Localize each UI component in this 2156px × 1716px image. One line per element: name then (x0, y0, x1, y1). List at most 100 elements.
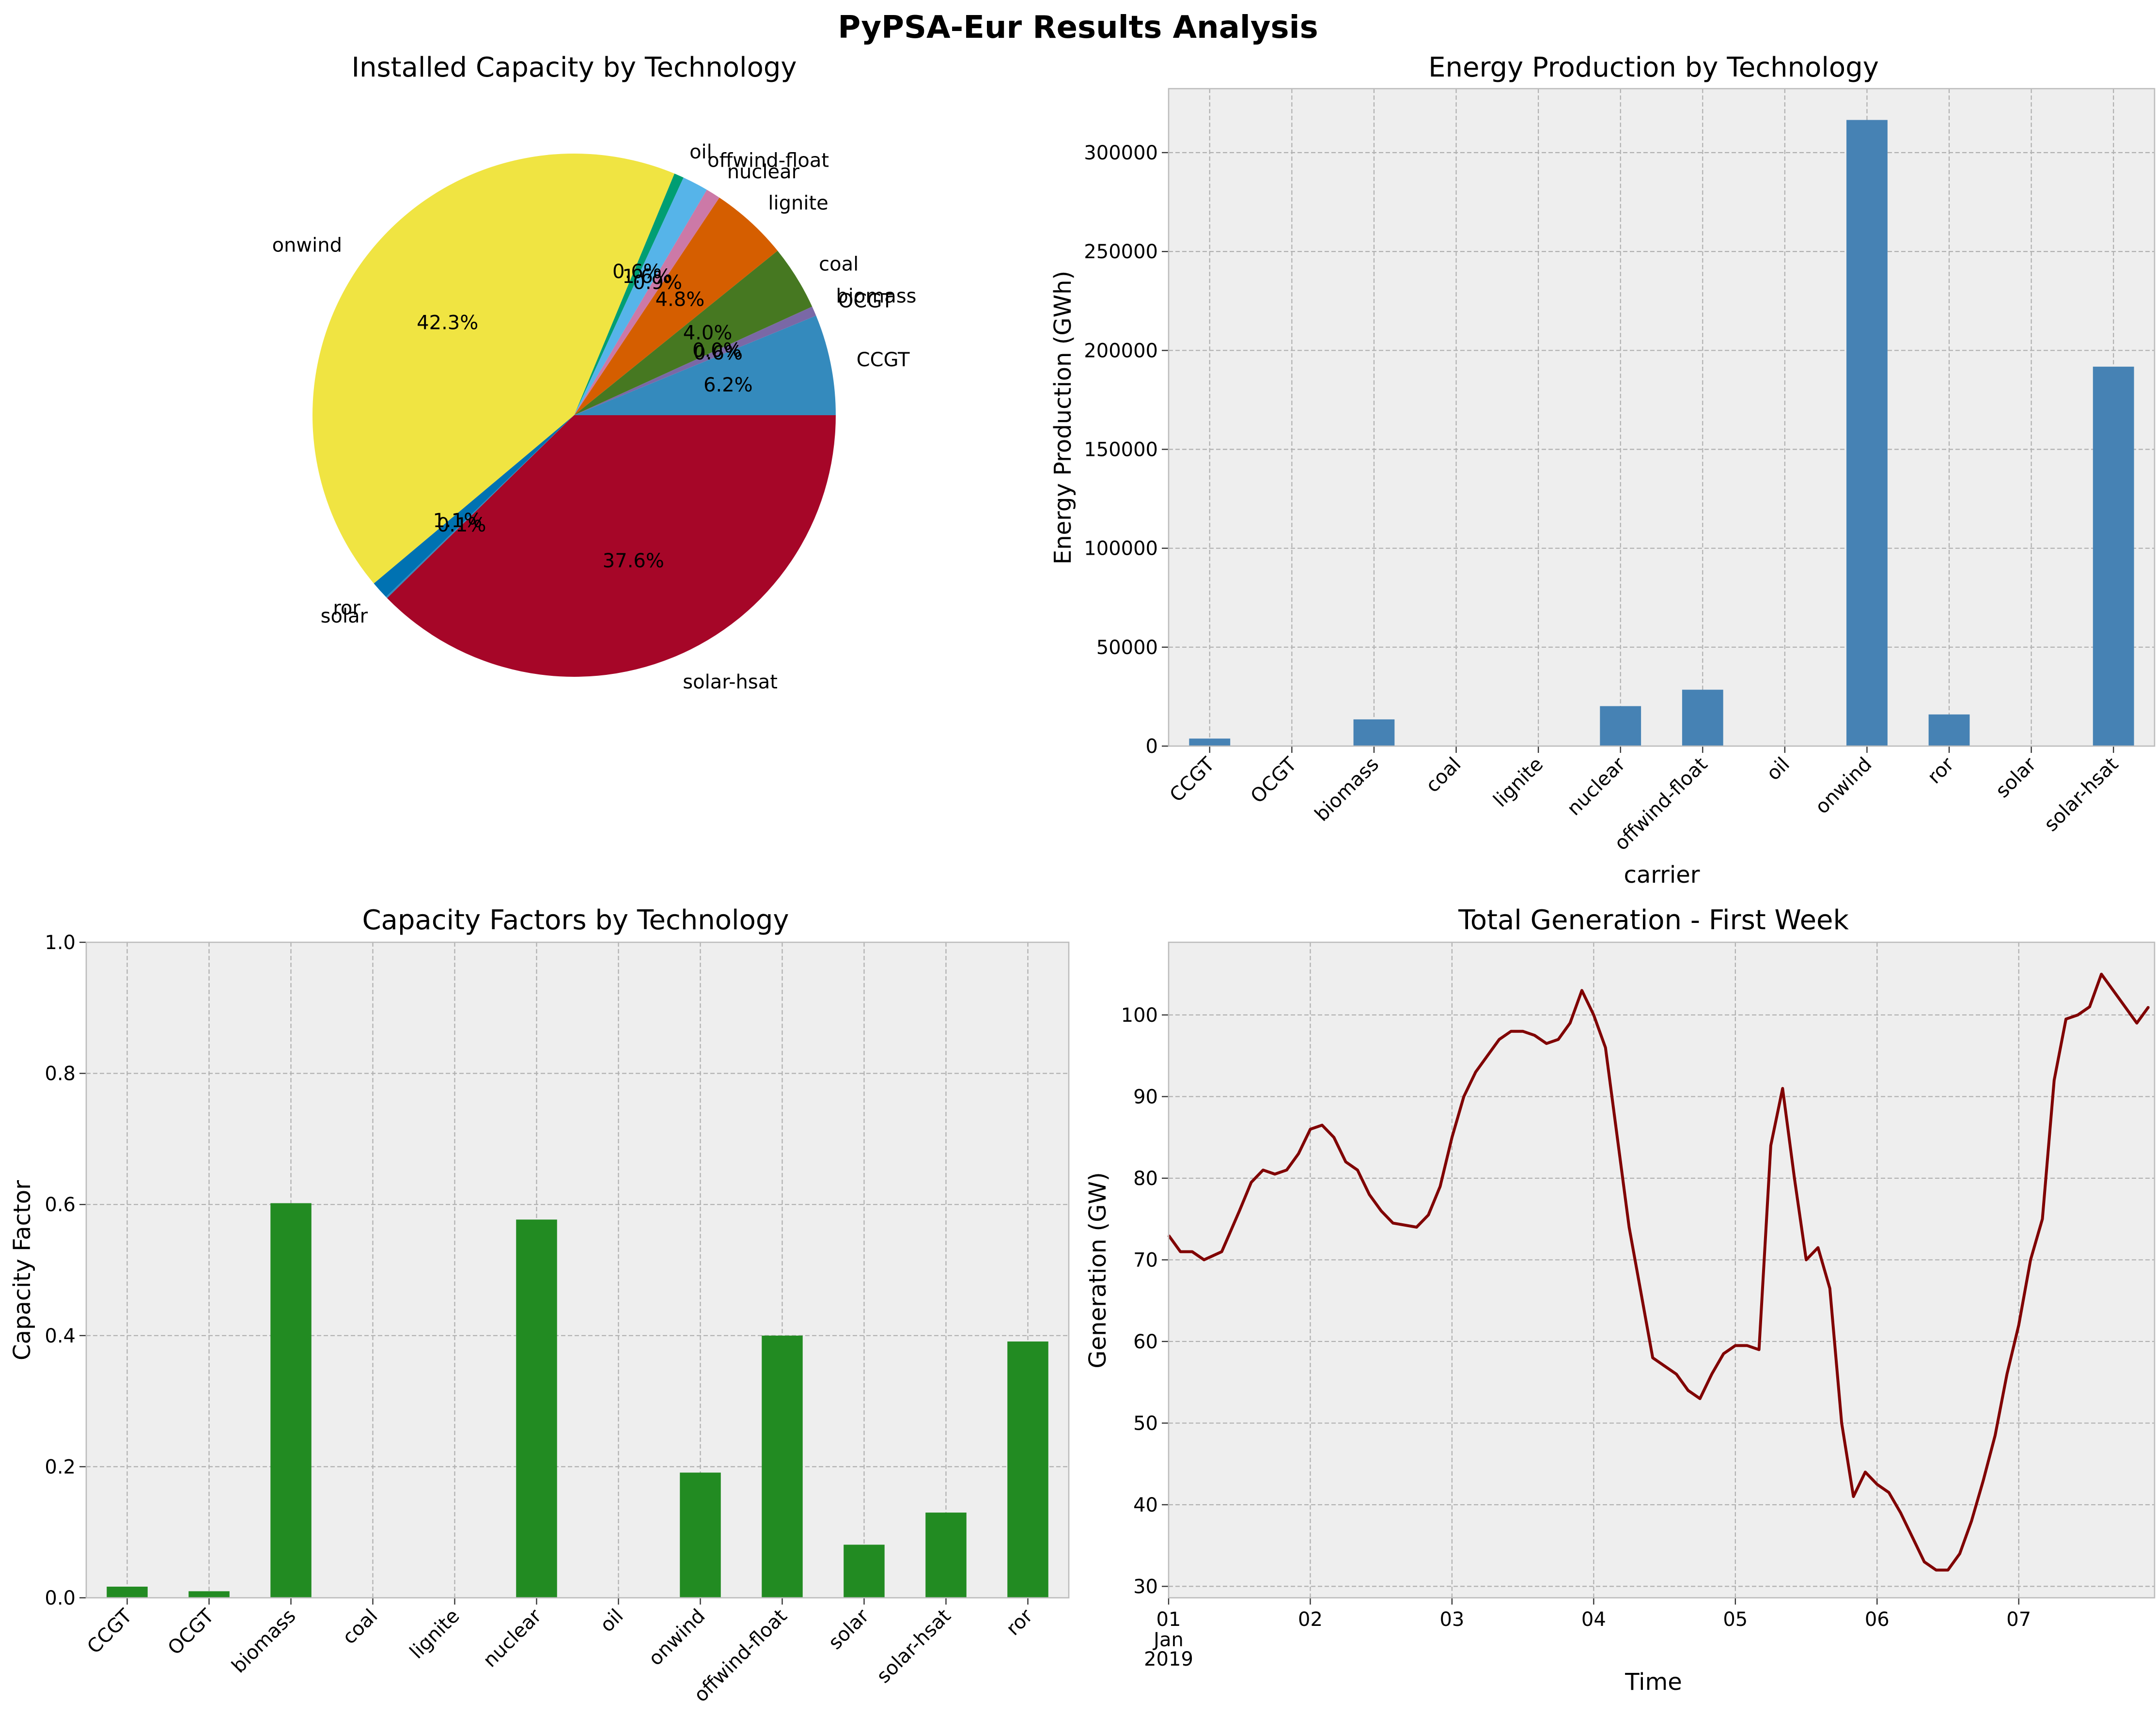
pie-pct-biomass: 0.0% (692, 339, 742, 361)
generation-point (1758, 1349, 1760, 1351)
generation-point (1250, 1181, 1252, 1183)
generation-grid (1169, 942, 2155, 1598)
generation-point (2041, 1218, 2043, 1220)
cf-ytick-label: 0.8 (45, 1063, 76, 1085)
cf-bar-ocgt (188, 1591, 230, 1598)
generation-point (1888, 1492, 1890, 1494)
pie-slices (312, 153, 836, 677)
pie-label-solar: solar (321, 605, 368, 627)
generation-point (1947, 1569, 1949, 1571)
energy-bar-ccgt (1189, 738, 1231, 746)
gen-xtick-label: 06 (1865, 1608, 1890, 1631)
generation-point (1593, 1014, 1594, 1016)
generation-point (1794, 1177, 1796, 1179)
generation-point (1935, 1569, 1937, 1571)
generation-point (1569, 1022, 1571, 1024)
generation-point (1770, 1145, 1772, 1147)
generation-point (1321, 1124, 1323, 1126)
pie-chart-panel: Installed Capacity by Technology CCGT 6.2… (272, 52, 917, 693)
generation-point (1221, 1251, 1223, 1253)
pie-label-solar-hsat: solar-hsat (683, 671, 778, 693)
generation-point (1994, 1435, 1996, 1436)
pie-label-biomass: biomass (836, 285, 916, 307)
energy-ytick-label: 150000 (1084, 438, 1158, 461)
gen-ytick-label: 100 (1121, 1004, 1158, 1027)
pie-pct-oil: 0.6% (612, 261, 662, 283)
pie-pct-coal: 4.0% (683, 322, 733, 344)
cf-bar-solar-hsat (925, 1513, 967, 1598)
generation-point (1179, 1251, 1181, 1253)
pie-slice-onwind (312, 153, 675, 584)
generation-chart-title: Total Generation - First Week (1458, 905, 1849, 936)
energy-bar-onwind (1846, 120, 1888, 747)
generation-point (1853, 1496, 1855, 1498)
energy-bars (1189, 120, 2134, 747)
pie-pct-solar: 0.1% (437, 514, 486, 536)
energy-bar-nuclear (1600, 706, 1641, 746)
generation-point (1664, 1365, 1666, 1367)
cf-bar-biomass (270, 1203, 312, 1598)
generation-point (1427, 1214, 1429, 1216)
energy-ytick-label: 100000 (1084, 538, 1158, 560)
gen-ytick-label: 90 (1133, 1086, 1158, 1108)
energy-bar-solar-hsat (2093, 366, 2134, 746)
generation-y-axis-label: Generation (GW) (1084, 1172, 1111, 1368)
gen-xtick-label: 02 (1298, 1608, 1323, 1631)
generation-point (1640, 1292, 1642, 1294)
energy-chart-title: Energy Production by Technology (1428, 52, 1879, 83)
energy-ytick-label: 250000 (1084, 241, 1158, 263)
generation-point (1392, 1222, 1394, 1224)
generation-plot-area (1169, 942, 2155, 1598)
generation-point (1864, 1471, 1866, 1473)
generation-point (1923, 1561, 1925, 1563)
energy-plot-area (1169, 89, 2155, 746)
energy-ytick-label: 200000 (1084, 340, 1158, 362)
generation-point (1675, 1373, 1677, 1375)
generation-point (1238, 1210, 1240, 1212)
generation-point (1628, 1226, 1630, 1228)
pie-pct-ccgt: 6.2% (703, 374, 753, 396)
generation-point (1734, 1344, 1736, 1346)
generation-point (2053, 1079, 2055, 1081)
pie-slice-solar-hsat (387, 415, 836, 677)
capacity-factor-chart-title: Capacity Factors by Technology (362, 905, 789, 936)
pie-label-onwind: onwind (272, 234, 342, 257)
energy-ytick-label: 50000 (1096, 637, 1158, 659)
gen-xtick-label: 04 (1581, 1608, 1606, 1631)
generation-point (1829, 1287, 1831, 1289)
pie-slice-ocgt (574, 306, 816, 415)
cf-bar-offwind-float (762, 1335, 803, 1598)
pie-pct-ror: 1.1% (433, 510, 482, 532)
generation-point (1699, 1398, 1701, 1400)
pie-labels: CCGT 6.2% OCGT 0.6% biomass 0.0% coal 4.0% ligni… (272, 141, 917, 693)
capacity-factor-bars (107, 1203, 1048, 1598)
cf-ytick-label: 0.4 (45, 1325, 76, 1347)
cf-bar-nuclear (516, 1219, 557, 1598)
generation-point (1297, 1153, 1299, 1154)
cf-bar-ccgt (107, 1586, 148, 1598)
generation-point (1959, 1553, 1961, 1555)
pie-chart-title: Installed Capacity by Technology (351, 52, 797, 83)
generation-point (1970, 1520, 1972, 1522)
generation-point (1286, 1169, 1288, 1171)
generation-x-axis-label: Time (1625, 1669, 1682, 1696)
pie-label-lignite: lignite (768, 192, 828, 214)
generation-point (1451, 1137, 1453, 1139)
energy-bar-ror (1928, 714, 1970, 746)
generation-point (1475, 1071, 1477, 1073)
generation-point (1722, 1353, 1724, 1355)
pie-label-ccgt: CCGT (857, 349, 910, 371)
generation-line-chart-panel: Total Generation - First Week 30 40 50 60 70… (1084, 905, 2156, 1696)
generation-point (1817, 1247, 1819, 1248)
generation-point (1534, 1034, 1536, 1036)
energy-y-axis-label: Energy Production (GWh) (1049, 271, 1077, 564)
generation-point (1486, 1055, 1488, 1057)
gen-ytick-label: 60 (1133, 1331, 1158, 1353)
generation-point (1841, 1422, 1843, 1424)
pie-pct-offwind-float: 1.6% (622, 265, 672, 288)
gen-xtick-label: 07 (2006, 1608, 2031, 1631)
pie-pct-nuclear: 0.9% (633, 272, 682, 294)
pie-pct-lignite: 4.8% (656, 289, 705, 311)
